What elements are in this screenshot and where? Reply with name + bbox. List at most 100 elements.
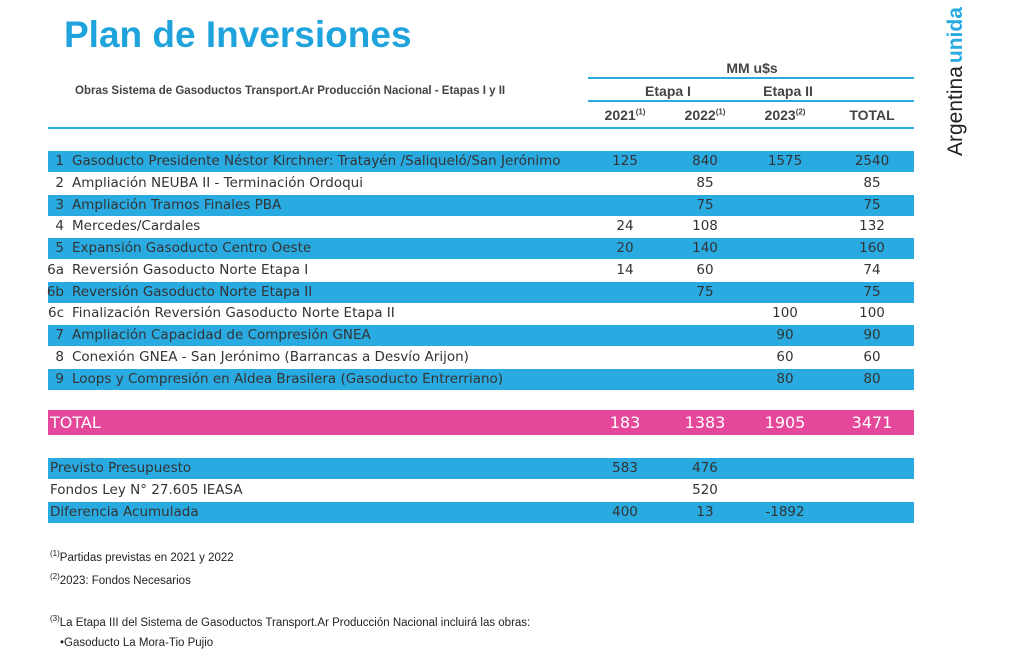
budget-value: 476 <box>692 460 718 476</box>
stage: Etapa II <box>763 83 813 99</box>
row-number: 2 <box>55 174 64 191</box>
cell-value: 100 <box>772 305 798 322</box>
cell-value: 132 <box>859 218 885 235</box>
logo-brand: Argentina <box>944 66 967 156</box>
row-name: Conexión GNEA - San Jerónimo (Barrancas … <box>72 348 469 365</box>
cell-value: 85 <box>863 174 881 191</box>
note-mark: (1) <box>715 107 726 117</box>
unit: MM u$s <box>726 60 778 76</box>
total-value: 3471 <box>851 413 893 432</box>
budget-value: 400 <box>612 504 638 520</box>
cell-value: 80 <box>776 370 794 387</box>
row-number: 8 <box>55 348 64 365</box>
total-row <box>48 410 914 435</box>
cell-value: 125 <box>612 153 638 169</box>
cell-value: 24 <box>616 218 634 235</box>
budget-name: Fondos Ley N° 27.605 IEASA <box>50 482 243 498</box>
row-number: 6c <box>47 305 64 322</box>
row-number: 3 <box>55 196 64 213</box>
row-number: 6a <box>47 261 64 278</box>
cell-value: 74 <box>863 261 881 278</box>
column-label: 2022 <box>684 107 716 123</box>
note-mark: (2) <box>50 572 60 581</box>
row-name: Loops y Compresión en Aldea Brasilera (G… <box>72 370 504 387</box>
cell-value: 20 <box>616 240 634 256</box>
row <box>48 259 914 281</box>
budget-value: -1892 <box>765 504 805 520</box>
cell-value: 90 <box>776 327 794 343</box>
budget-name: Diferencia Acumulada <box>50 504 199 520</box>
column-header: 2022(1) <box>685 107 726 123</box>
footnote-text: La Etapa III del Sistema de Gasoductos T… <box>59 616 531 629</box>
row <box>48 303 914 325</box>
rule <box>48 127 914 129</box>
row-number: 5 <box>55 240 64 256</box>
footnote-text: Partidas previstas en 2021 y 2022 <box>59 551 234 564</box>
cell-value: 75 <box>863 196 881 213</box>
cell-value: 140 <box>692 240 718 256</box>
stage: Etapa I <box>645 83 691 99</box>
cell-value: 2540 <box>854 153 890 169</box>
budget-value: 13 <box>696 504 714 520</box>
row <box>48 281 914 303</box>
logo-tag: unida <box>944 7 967 64</box>
title: Plan de Inversiones <box>64 14 412 55</box>
budget-row <box>48 458 914 479</box>
rule <box>588 77 914 79</box>
row-name: Mercedes/Cardales <box>72 218 201 235</box>
footnote: (2)2023: Fondos Necesarios <box>50 572 191 587</box>
note-mark: (1) <box>635 107 646 117</box>
column-label: TOTAL <box>849 107 895 123</box>
cell-value: 100 <box>859 305 885 322</box>
rule <box>588 100 914 102</box>
column-label: 2021 <box>604 107 636 123</box>
row-name: Reversión Gasoducto Norte Etapa I <box>72 261 309 278</box>
cell-value: 85 <box>696 174 714 191</box>
cell-value: 840 <box>692 153 718 169</box>
cell-value: 75 <box>696 196 714 213</box>
row <box>48 346 914 368</box>
cell-value: 90 <box>863 327 881 343</box>
cell-value: 108 <box>692 218 718 235</box>
column-header: 2021(1) <box>605 107 646 123</box>
note-mark: (3) <box>50 614 60 623</box>
row <box>48 216 914 238</box>
note-mark: (2) <box>795 107 806 117</box>
column-label: 2023 <box>764 107 796 123</box>
row-name: Ampliación Tramos Finales PBA <box>72 196 282 213</box>
total-value: 1383 <box>684 413 726 432</box>
row-number: 6b <box>46 283 64 300</box>
row <box>48 325 914 346</box>
subtitle: Obras Sistema de Gasoductos Transport.Ar… <box>75 85 506 97</box>
footnote: (1)Partidas previstas en 2021 y 2022 <box>50 549 234 564</box>
cell-value: 60 <box>776 348 794 365</box>
row <box>48 172 914 194</box>
cell-value: 75 <box>863 283 881 300</box>
cell-value: 80 <box>863 370 881 387</box>
cell-value: 75 <box>696 283 714 300</box>
logo: Argentinaunida <box>944 7 968 156</box>
budget-name: Previsto Presupuesto <box>50 460 192 476</box>
row-name: Ampliación NEUBA II - Terminación Ordoqu… <box>72 174 363 191</box>
row <box>48 194 914 216</box>
row-name: Ampliación Capacidad de Compresión GNEA <box>72 327 371 343</box>
cell-value: 60 <box>863 348 881 365</box>
column-header: 2023(2) <box>765 107 806 123</box>
cell-value: 60 <box>696 261 714 278</box>
row <box>48 151 914 172</box>
row-name: Expansión Gasoducto Centro Oeste <box>72 240 312 256</box>
column-header: TOTAL <box>849 107 894 123</box>
note-mark: (1) <box>50 549 60 558</box>
total-label: TOTAL <box>50 413 101 432</box>
budget-row <box>48 480 914 501</box>
row <box>48 238 914 259</box>
budget-row <box>48 502 914 523</box>
row-number: 9 <box>55 370 64 387</box>
cell-value: 14 <box>616 261 634 278</box>
row-number: 1 <box>55 153 64 169</box>
budget-value: 520 <box>692 482 718 498</box>
cell-value: 160 <box>859 240 885 256</box>
row-name: Reversión Gasoducto Norte Etapa II <box>72 283 313 300</box>
row-number: 4 <box>55 218 64 235</box>
footnote: (3)La Etapa III del Sistema de Gasoducto… <box>50 614 530 629</box>
